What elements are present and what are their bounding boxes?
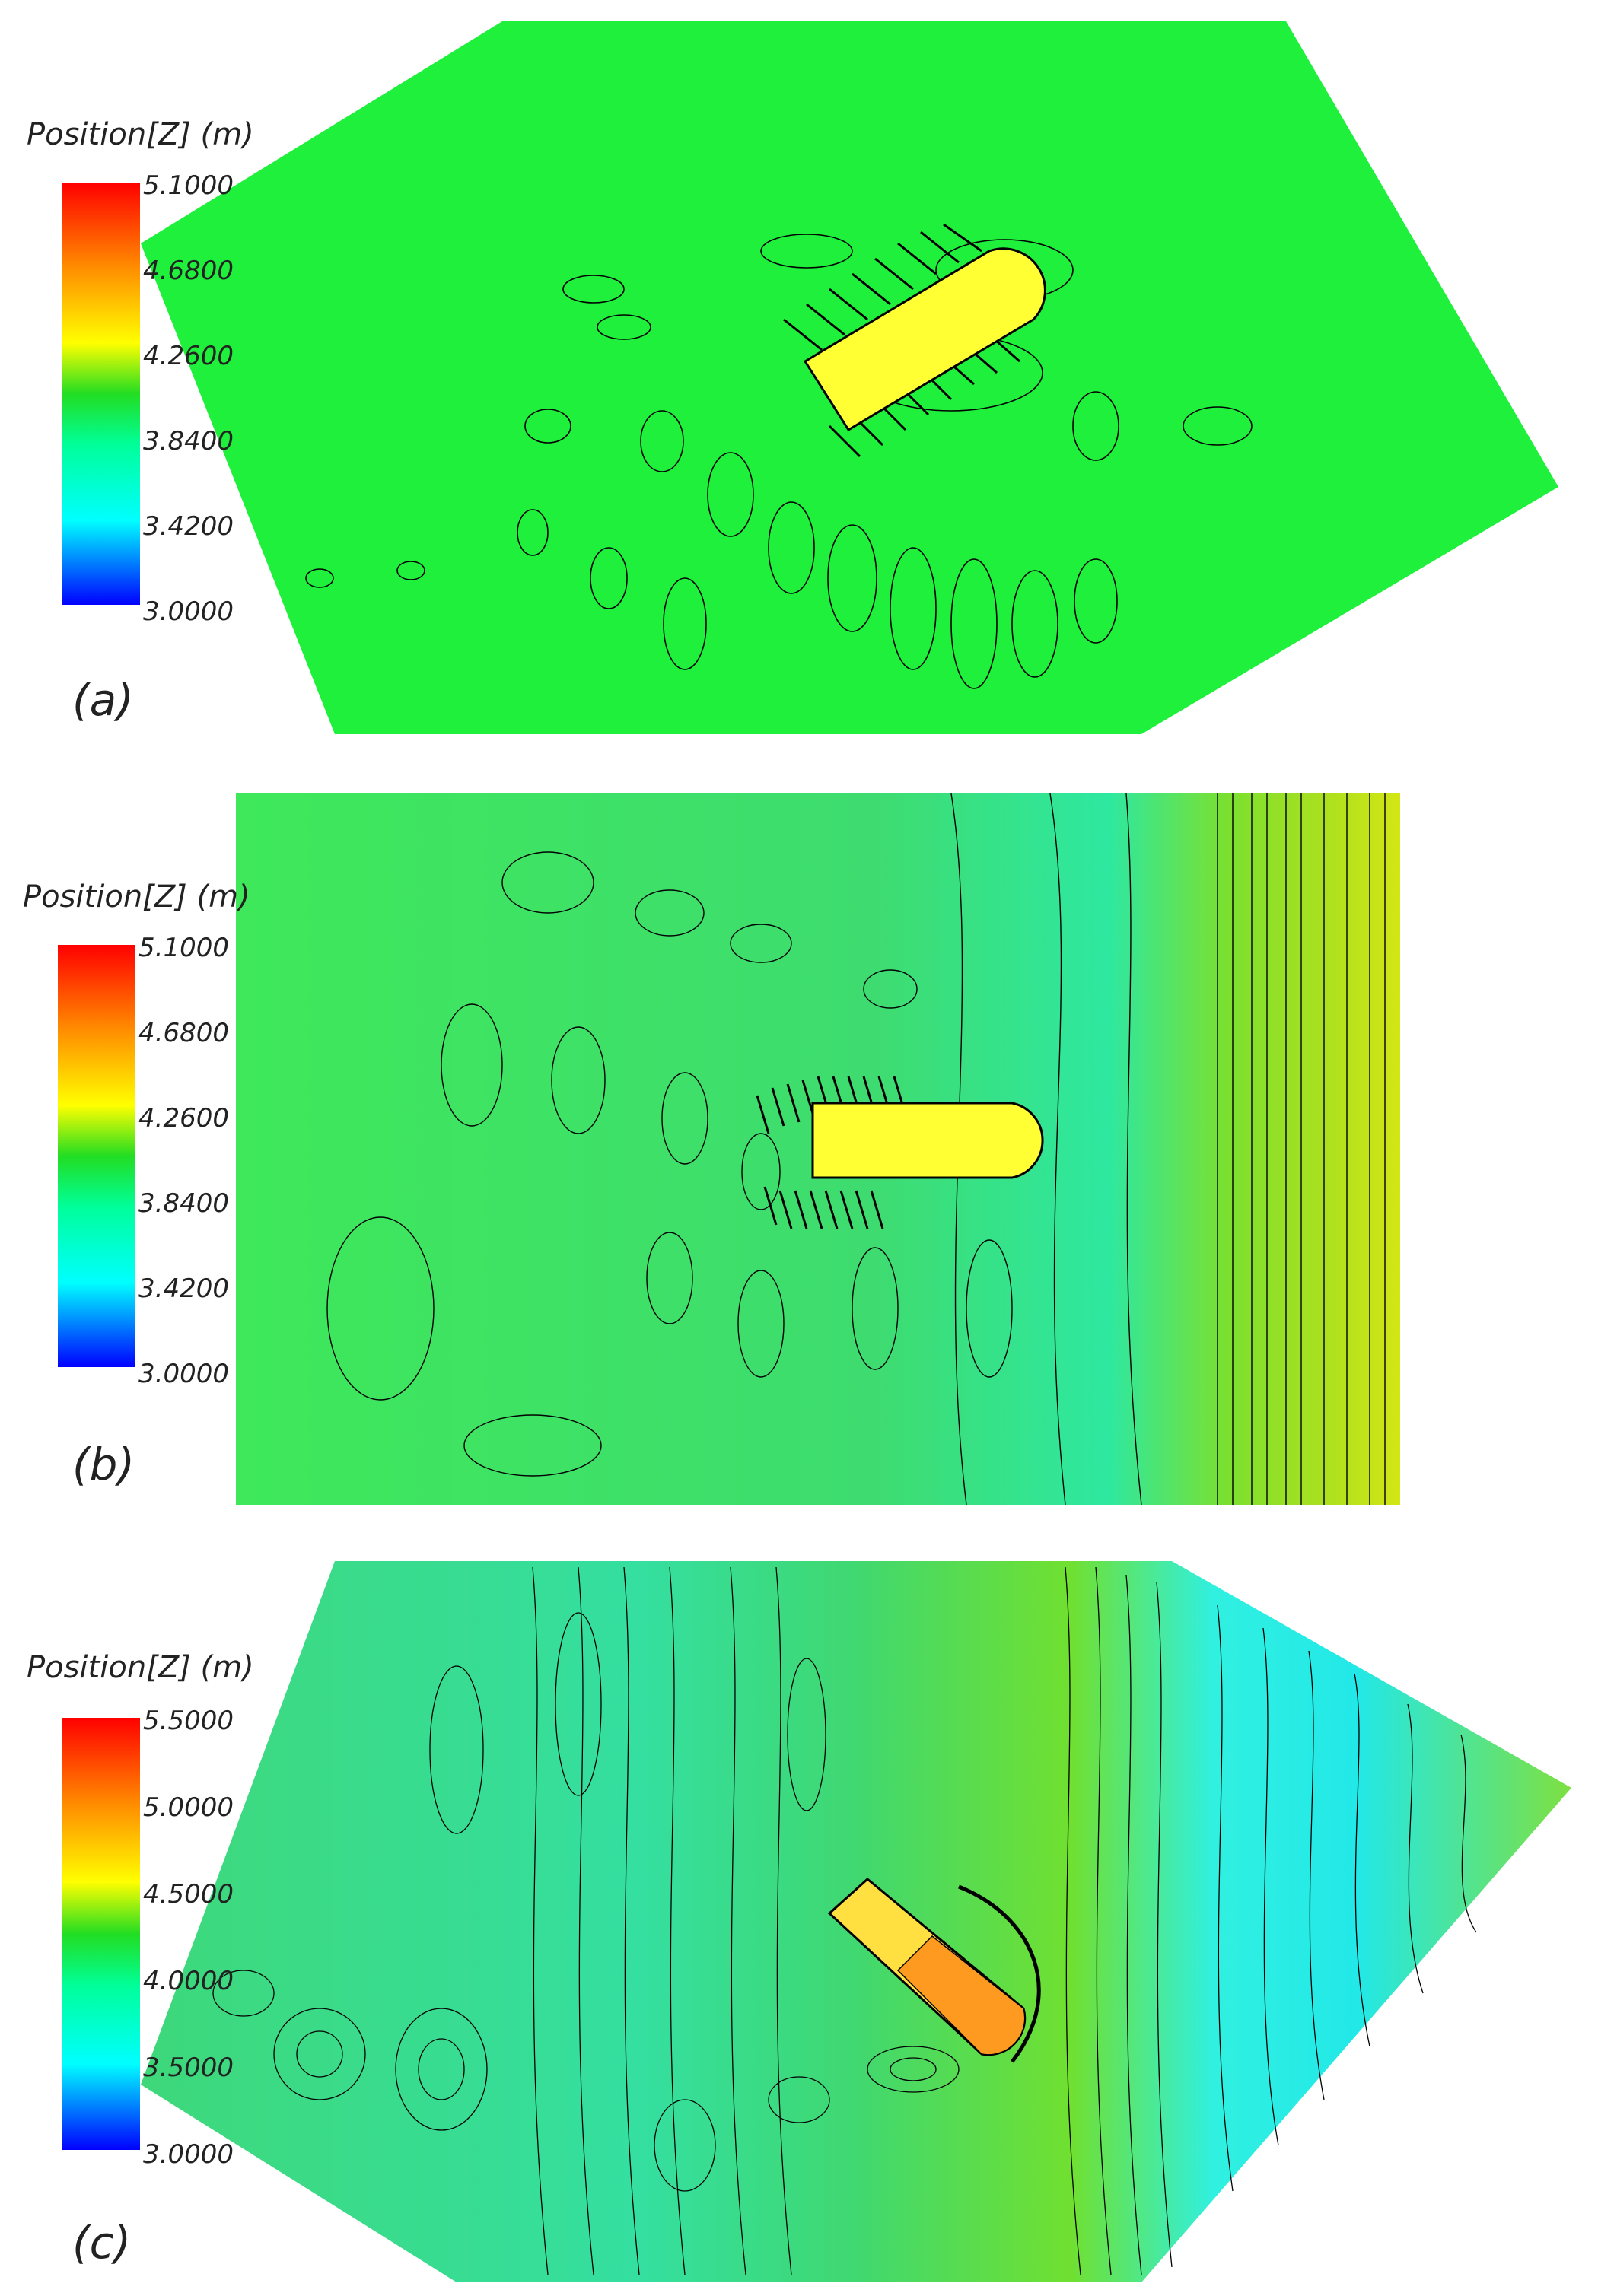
colorbar-tick: 3.0000 <box>138 1359 229 1389</box>
vessel-hull <box>803 247 1046 432</box>
colorbar-ramp <box>62 183 140 605</box>
contour-lines <box>212 1566 1477 2275</box>
colorbar-tick: 5.0000 <box>143 1792 234 1823</box>
colorbar-tick: 5.5000 <box>143 1706 234 1736</box>
bow-wave <box>958 1884 1041 2063</box>
contour-lines <box>305 234 1253 689</box>
colorbar-title: Position[Z] (m) <box>27 1650 254 1685</box>
colorbar-tick: 4.6800 <box>138 1018 229 1048</box>
colorbar-tick: 5.1000 <box>143 170 234 201</box>
contour-lines <box>326 793 1386 1506</box>
colorbar-tick: 4.0000 <box>143 1966 234 1996</box>
colorbar-tick: 4.6800 <box>143 256 234 286</box>
panel-label: (a) <box>72 674 134 726</box>
panel-label: (c) <box>72 2217 131 2269</box>
colorbar-tick: 3.0000 <box>143 2139 234 2170</box>
colorbar-title: Position[Z] (m) <box>27 117 254 152</box>
colorbar-tick: 3.8400 <box>143 426 234 456</box>
colorbar: Position[Z] (m) 5.1000 4.6800 4.2600 3.8… <box>27 117 254 627</box>
colorbar-tick: 4.2600 <box>143 341 234 371</box>
panel-b: Position[Z] (m) 5.1000 4.6800 4.2600 3.8… <box>23 793 1400 1506</box>
colorbar-tick: 3.0000 <box>143 596 234 627</box>
panel-a: Position[Z] (m) 5.1000 4.6800 4.2600 3.8… <box>27 21 1558 734</box>
colorbar-tick: 3.4200 <box>143 511 234 542</box>
colorbar-tick: 3.5000 <box>143 2053 234 2083</box>
colorbar-tick: 3.8400 <box>138 1188 229 1219</box>
colorbar-ramp <box>62 1718 140 2150</box>
colorbar-title: Position[Z] (m) <box>23 879 250 914</box>
colorbar-ramp <box>58 945 135 1367</box>
vessel-hull <box>811 1102 1044 1179</box>
vessel-pressure-zone <box>896 1935 1026 2056</box>
panel-c: Position[Z] (m) 5.5000 5.0000 4.5000 4.0… <box>27 1561 1571 2282</box>
panel-label: (b) <box>72 1439 135 1490</box>
colorbar: Position[Z] (m) 5.5000 5.0000 4.5000 4.0… <box>27 1650 254 2170</box>
colorbar-tick: 4.5000 <box>143 1879 234 1910</box>
colorbar-tick: 3.4200 <box>138 1274 229 1304</box>
colorbar-tick: 5.1000 <box>138 933 229 963</box>
colorbar: Position[Z] (m) 5.1000 4.6800 4.2600 3.8… <box>23 879 250 1389</box>
wake-hatch <box>756 1076 907 1229</box>
colorbar-tick: 4.2600 <box>138 1103 229 1134</box>
